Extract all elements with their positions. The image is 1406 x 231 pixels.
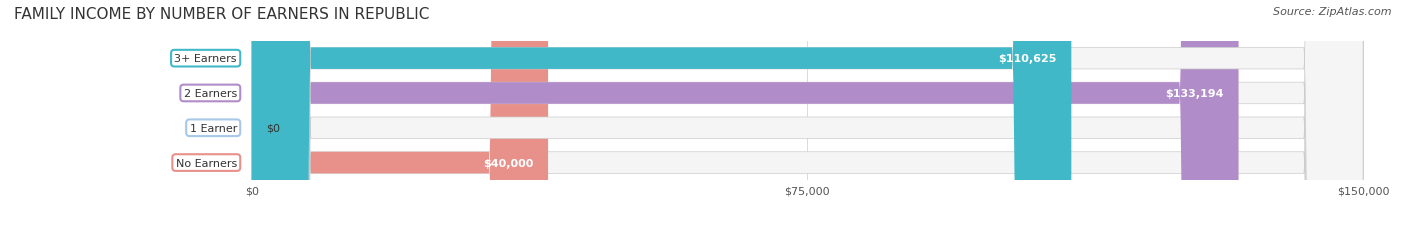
- FancyBboxPatch shape: [252, 0, 1239, 231]
- Text: 2 Earners: 2 Earners: [184, 88, 238, 99]
- FancyBboxPatch shape: [252, 0, 1362, 231]
- FancyBboxPatch shape: [252, 0, 1362, 231]
- Text: 1 Earner: 1 Earner: [190, 123, 238, 133]
- Text: $133,194: $133,194: [1166, 88, 1223, 99]
- Text: $110,625: $110,625: [998, 54, 1056, 64]
- Text: $40,000: $40,000: [482, 158, 533, 168]
- Text: 3+ Earners: 3+ Earners: [174, 54, 238, 64]
- FancyBboxPatch shape: [252, 0, 548, 231]
- Text: $0: $0: [267, 123, 281, 133]
- FancyBboxPatch shape: [252, 0, 1362, 231]
- FancyBboxPatch shape: [252, 0, 1071, 231]
- Text: Source: ZipAtlas.com: Source: ZipAtlas.com: [1274, 7, 1392, 17]
- FancyBboxPatch shape: [252, 0, 1362, 231]
- Text: No Earners: No Earners: [176, 158, 238, 168]
- Text: FAMILY INCOME BY NUMBER OF EARNERS IN REPUBLIC: FAMILY INCOME BY NUMBER OF EARNERS IN RE…: [14, 7, 429, 22]
